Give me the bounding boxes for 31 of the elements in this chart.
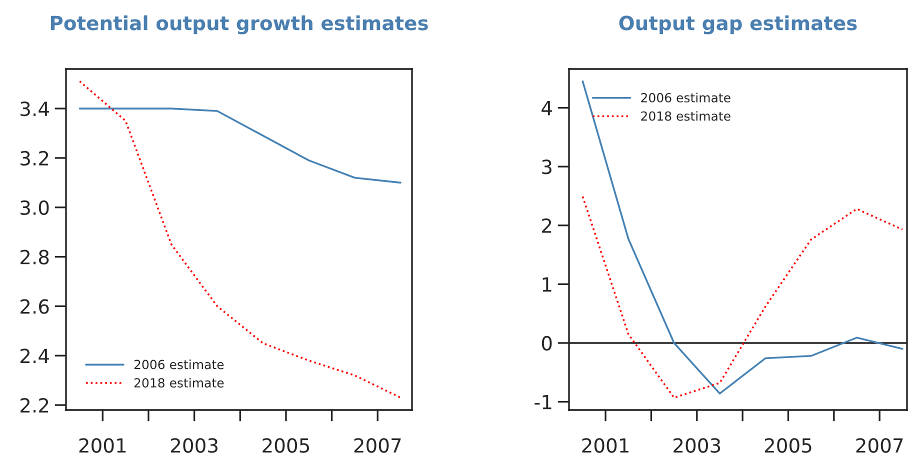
y-tick-label: 0 bbox=[542, 336, 552, 351]
x-tick-label: 2001 bbox=[79, 438, 126, 453]
legend-label: 2006 estimate bbox=[134, 360, 224, 370]
x-tick-label: 2005 bbox=[764, 438, 812, 453]
x-tick-label: 2005 bbox=[262, 438, 310, 453]
line-series bbox=[582, 80, 904, 394]
y-tick-label: 3.2 bbox=[20, 150, 48, 166]
legend-label: 2018 estimate bbox=[641, 111, 730, 121]
x-tick-label: 2001 bbox=[582, 438, 628, 453]
y-tick-label: 3.4 bbox=[20, 101, 49, 116]
y-tick-label: 2 bbox=[542, 218, 552, 233]
line-series bbox=[78, 80, 402, 399]
y-tick-label: 2.2 bbox=[20, 398, 48, 412]
legend-label: 2018 estimate bbox=[134, 378, 224, 388]
y-tick-label: -1 bbox=[534, 394, 552, 410]
y-tick-label: 2.8 bbox=[20, 250, 49, 264]
chart-title: Output gap estimates bbox=[619, 15, 857, 34]
y-tick-label: 4 bbox=[542, 101, 552, 116]
legend-label: 2006 estimate bbox=[641, 92, 730, 102]
y-tick-label: 2.6 bbox=[20, 299, 49, 314]
y-tick-label: 2.4 bbox=[20, 348, 49, 364]
line-series bbox=[78, 108, 402, 184]
x-tick-label: 2003 bbox=[171, 438, 218, 453]
chart-title: Potential output growth estimates bbox=[50, 15, 428, 34]
x-tick-label: 2007 bbox=[856, 438, 903, 453]
x-tick-label: 2007 bbox=[354, 438, 401, 453]
y-tick-label: 3.0 bbox=[20, 200, 49, 216]
y-tick-label: 1 bbox=[542, 277, 552, 292]
line-series bbox=[582, 196, 904, 399]
x-tick-label: 2003 bbox=[674, 438, 720, 453]
y-tick-label: 3 bbox=[542, 160, 552, 174]
